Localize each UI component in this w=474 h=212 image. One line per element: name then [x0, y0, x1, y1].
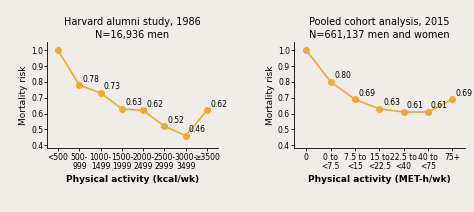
Text: 0.61: 0.61 — [431, 101, 448, 110]
Text: 0.46: 0.46 — [189, 125, 206, 134]
Y-axis label: Mortality risk: Mortality risk — [266, 66, 275, 125]
Title: Pooled cohort analysis, 2015
N=661,137 men and women: Pooled cohort analysis, 2015 N=661,137 m… — [309, 17, 450, 40]
Text: 0.78: 0.78 — [82, 75, 100, 84]
Text: 0.61: 0.61 — [407, 101, 423, 110]
Text: 0.80: 0.80 — [334, 71, 351, 80]
Text: 0.69: 0.69 — [456, 89, 472, 98]
Title: Harvard alumni study, 1986
N=16,936 men: Harvard alumni study, 1986 N=16,936 men — [64, 17, 201, 40]
Y-axis label: Mortality risk: Mortality risk — [19, 66, 28, 125]
Text: 0.62: 0.62 — [210, 100, 227, 109]
Text: 0.52: 0.52 — [168, 116, 184, 125]
Text: 0.62: 0.62 — [146, 100, 163, 109]
Text: 0.63: 0.63 — [125, 98, 142, 107]
Text: 0.69: 0.69 — [359, 89, 376, 98]
Text: 0.63: 0.63 — [383, 98, 400, 107]
Text: 0.73: 0.73 — [104, 82, 121, 91]
X-axis label: Physical activity (kcal/wk): Physical activity (kcal/wk) — [66, 176, 199, 184]
X-axis label: Physical activity (MET-h/wk): Physical activity (MET-h/wk) — [308, 176, 451, 184]
